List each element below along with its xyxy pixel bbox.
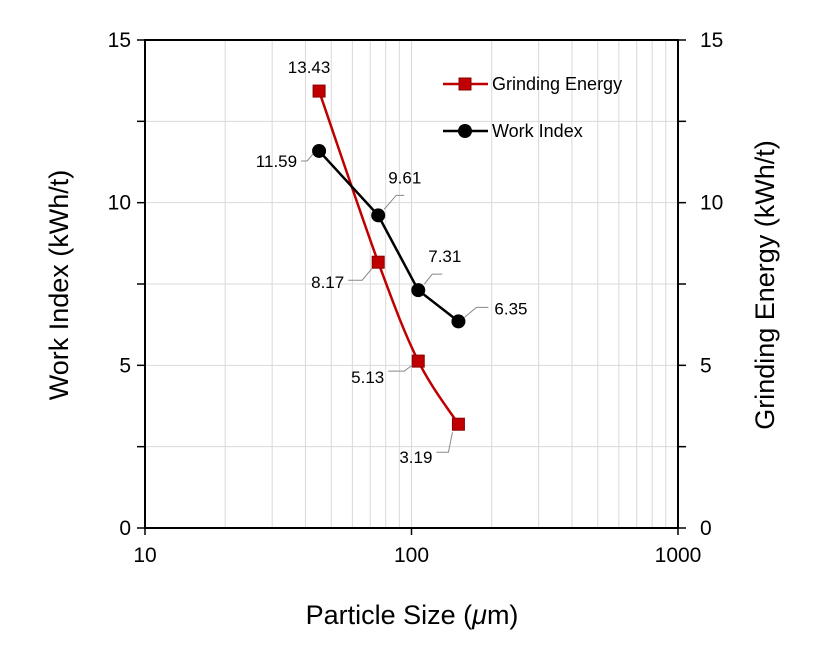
legend: Grinding Energy Work Index [443,74,622,141]
y2-axis-title: Grinding Energy (kWh/t) [750,140,780,430]
grinding-energy-data-label: 5.13 [351,368,384,387]
y2-tick-label: 0 [700,517,712,540]
legend-grinding-energy-label: Grinding Energy [492,74,622,94]
grinding-energy-line [317,90,460,425]
legend-work-index-marker [458,124,472,138]
work-index-line [318,150,460,323]
work-index-point [312,143,327,158]
y-tick-label: 10 [108,192,131,215]
y-tick-label: 15 [108,29,131,52]
y2-tick-label: 10 [700,192,723,215]
work-index-point [411,283,426,298]
grinding-energy-data-label: 8.17 [311,273,344,292]
x-axis-title: Particle Size (μm) [306,600,519,630]
grinding-energy-data-label: 3.19 [399,448,432,467]
x-tick-label: 1000 [655,544,702,567]
work-index-data-label: 7.31 [428,247,461,266]
gridlines [145,40,678,528]
data-label-leader [423,273,443,285]
data-label-leader [464,306,489,318]
work-index-point [451,314,466,329]
grinding-energy-data-label: 13.43 [288,58,331,77]
series-layer [312,84,466,431]
work-index-data-label: 9.61 [388,168,421,187]
x-tick-label: 10 [133,544,156,567]
data-label-leader [301,153,314,162]
y-tick-label: 0 [119,517,131,540]
grinding-energy-point [451,417,465,431]
work-index-point [371,208,386,223]
grinding-energy-point [411,354,425,368]
work-index-data-label: 6.35 [494,299,527,318]
grinding-energy-point [371,255,385,269]
grinding-energy-point [312,84,326,98]
work-index-data-label: 11.59 [256,152,297,171]
legend-grinding-energy-marker [458,77,472,91]
data-label-leader [383,194,405,210]
x-tick-label: 100 [394,544,429,567]
y-tick-label: 5 [119,354,131,377]
y2-tick-label: 5 [700,354,712,377]
data-labels: 13.43 8.17 5.13 3.19 11.59 9.61 7.31 6.35 [256,58,528,467]
axes: 0 5 10 15 0 5 10 15 10 100 1000 [108,29,724,567]
data-label-leader [388,364,413,372]
y-axis-title: Work Index (kWh/t) [44,170,74,401]
y2-tick-label: 15 [700,29,723,52]
data-label-leader [436,432,453,453]
data-label-leader [348,267,373,281]
legend-work-index-label: Work Index [492,121,583,141]
